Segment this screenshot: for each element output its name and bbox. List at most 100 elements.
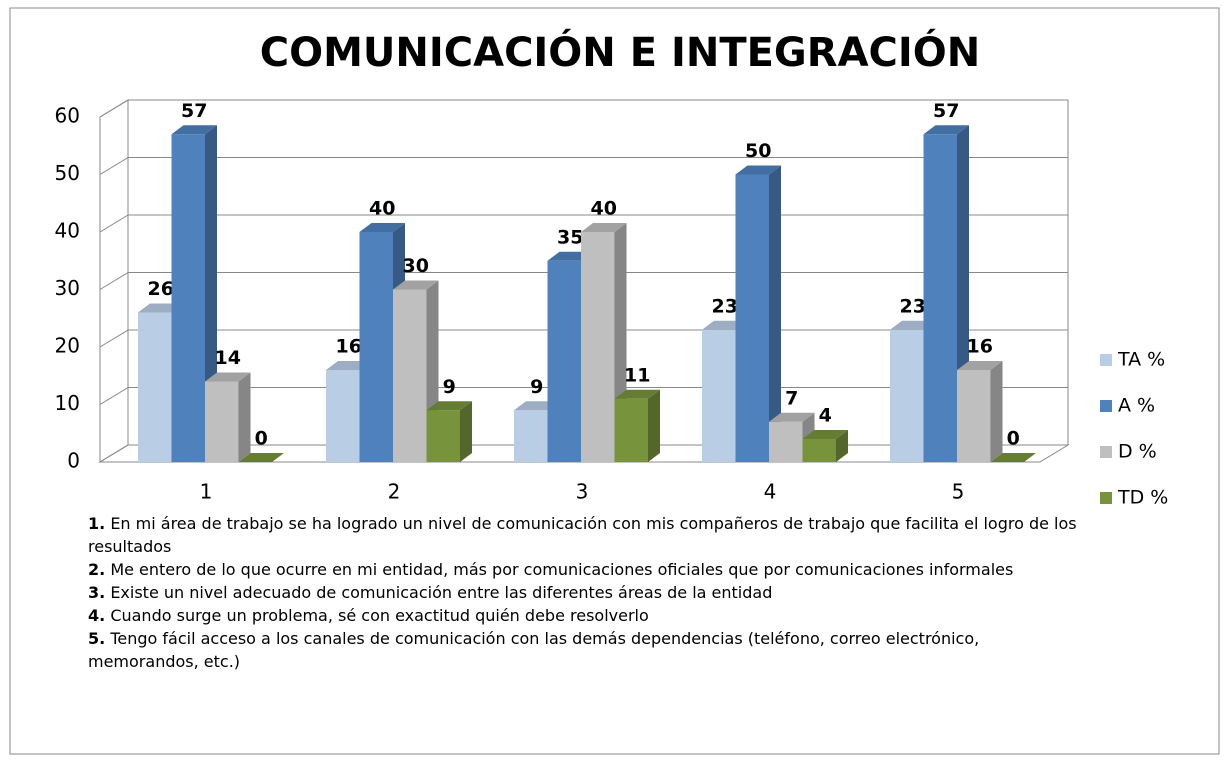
x-tick-label: 4 bbox=[764, 480, 777, 504]
bar-top bbox=[359, 223, 405, 232]
note-number: 4. bbox=[88, 606, 106, 625]
bar-top bbox=[769, 412, 815, 422]
bar-side bbox=[648, 389, 660, 462]
bar-top bbox=[735, 165, 781, 175]
data-label: 23 bbox=[712, 295, 738, 317]
bar-top bbox=[238, 453, 284, 462]
bar bbox=[923, 134, 957, 462]
y-tick-label: 50 bbox=[55, 161, 80, 185]
note: 1. En mi área de trabajo se ha logrado u… bbox=[88, 512, 1088, 558]
note-text: Existe un nivel adecuado de comunicación… bbox=[110, 583, 773, 602]
note: 5. Tengo fácil acceso a los canales de c… bbox=[88, 627, 1088, 673]
bar-top bbox=[171, 125, 217, 135]
data-label: 40 bbox=[591, 198, 617, 220]
grid-line bbox=[99, 214, 129, 233]
bar-top bbox=[802, 430, 848, 439]
data-label: 4 bbox=[819, 405, 832, 427]
legend-swatch bbox=[1100, 446, 1112, 458]
bar bbox=[359, 232, 393, 462]
x-tick-label: 1 bbox=[200, 480, 213, 504]
bar-top bbox=[581, 223, 627, 232]
bar bbox=[171, 134, 205, 462]
bar bbox=[735, 174, 769, 462]
bar-top bbox=[614, 389, 660, 399]
grid-line bbox=[99, 329, 129, 348]
note-text: Tengo fácil acceso a los canales de comu… bbox=[88, 629, 980, 671]
data-label: 16 bbox=[967, 336, 993, 358]
bar-side bbox=[769, 165, 781, 462]
note-number: 3. bbox=[88, 583, 106, 602]
data-label: 23 bbox=[900, 295, 926, 317]
bar-top bbox=[990, 453, 1036, 462]
bar-side bbox=[836, 430, 848, 462]
legend-label: TA % bbox=[1117, 349, 1165, 371]
bar bbox=[426, 410, 460, 462]
bar bbox=[769, 421, 803, 462]
data-label: 57 bbox=[181, 100, 207, 122]
bar-top bbox=[923, 125, 969, 135]
bar-top bbox=[205, 372, 251, 382]
x-tick-label: 2 bbox=[388, 480, 401, 504]
bar-side bbox=[460, 401, 472, 462]
legend-label: A % bbox=[1118, 395, 1155, 417]
legend-swatch bbox=[1100, 400, 1112, 412]
data-label: 35 bbox=[557, 226, 583, 248]
chart-title: COMUNICACIÓN E INTEGRACIÓN bbox=[260, 28, 981, 76]
grid-line bbox=[99, 444, 129, 463]
data-label: 57 bbox=[933, 100, 959, 122]
grid-line bbox=[99, 387, 129, 405]
bar-side bbox=[990, 361, 1003, 462]
data-label: 40 bbox=[369, 198, 395, 220]
grid-line bbox=[99, 272, 129, 290]
data-label: 50 bbox=[745, 140, 771, 162]
bar-side bbox=[238, 372, 251, 462]
note: 3. Existe un nivel adecuado de comunicac… bbox=[88, 581, 1088, 604]
note-text: Cuando surge un problema, sé con exactit… bbox=[110, 606, 649, 625]
grid-line bbox=[99, 99, 129, 118]
note-text: En mi área de trabajo se ha logrado un n… bbox=[88, 514, 1077, 556]
data-label: 7 bbox=[785, 387, 798, 409]
data-label: 30 bbox=[403, 255, 429, 277]
bar bbox=[890, 329, 924, 462]
legend-label: TD % bbox=[1117, 487, 1168, 509]
data-label: 9 bbox=[443, 376, 456, 398]
bar bbox=[581, 232, 615, 462]
bar bbox=[326, 370, 360, 462]
data-label: 0 bbox=[255, 428, 268, 450]
legend-swatch bbox=[1100, 492, 1112, 504]
bar-top bbox=[426, 401, 472, 411]
y-tick-label: 10 bbox=[55, 391, 80, 415]
data-label: 26 bbox=[148, 278, 174, 300]
legend-label: D % bbox=[1118, 441, 1157, 463]
data-label: 16 bbox=[336, 336, 362, 358]
bar bbox=[547, 260, 581, 462]
bar bbox=[393, 289, 427, 462]
bar bbox=[138, 312, 172, 462]
note-text: Me entero de lo que ocurre en mi entidad… bbox=[110, 560, 1014, 579]
y-tick-label: 40 bbox=[55, 219, 80, 243]
y-tick-label: 60 bbox=[55, 104, 80, 128]
bar bbox=[514, 410, 548, 462]
data-label: 14 bbox=[215, 347, 241, 369]
legend-swatch bbox=[1100, 354, 1112, 366]
bar bbox=[957, 370, 991, 462]
bar bbox=[702, 329, 736, 462]
data-label: 11 bbox=[624, 364, 650, 386]
note: 2. Me entero de lo que ocurre en mi enti… bbox=[88, 558, 1088, 581]
bar-top bbox=[393, 280, 439, 290]
note-number: 5. bbox=[88, 629, 106, 648]
y-tick-label: 0 bbox=[67, 449, 80, 473]
y-tick-label: 20 bbox=[55, 334, 80, 358]
bar bbox=[614, 398, 648, 462]
x-tick-label: 5 bbox=[952, 480, 965, 504]
data-label: 9 bbox=[530, 376, 543, 398]
data-label: 0 bbox=[1007, 428, 1020, 450]
bar bbox=[802, 439, 836, 462]
bar-top bbox=[957, 361, 1003, 370]
bar bbox=[205, 381, 239, 462]
x-tick-label: 3 bbox=[576, 480, 589, 504]
note-number: 1. bbox=[88, 514, 106, 533]
y-tick-label: 30 bbox=[55, 276, 80, 300]
